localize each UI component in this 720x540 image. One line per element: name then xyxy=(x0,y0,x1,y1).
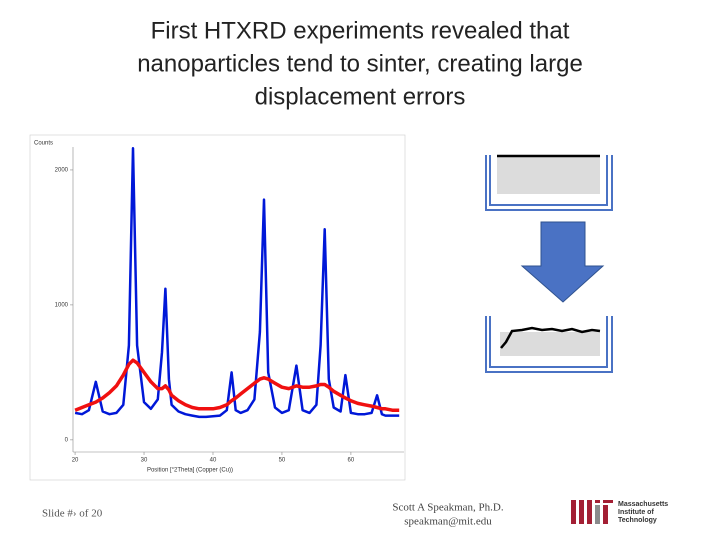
email: speakman@mit.edu xyxy=(404,516,492,528)
logo-text: Technology xyxy=(618,517,657,524)
slide-number: Slide #› of 20 xyxy=(42,508,103,520)
plot: 0 1000 2000 20 30 40 50 60 xyxy=(55,147,404,464)
powder xyxy=(500,332,600,356)
series-line xyxy=(74,147,400,419)
x-tick-label: 40 xyxy=(210,458,217,464)
surface xyxy=(500,326,601,349)
y-tick-label: 2000 xyxy=(55,168,69,174)
logo-text: Massachusetts xyxy=(618,501,668,508)
title-line: First HTXRD experiments revealed that xyxy=(151,17,570,44)
x-axis-label: Position [°2Theta] (Copper (Cu)) xyxy=(147,468,233,474)
x-tick-label: 60 xyxy=(348,458,355,464)
arrow xyxy=(520,221,605,303)
title-line: displacement errors xyxy=(255,83,466,110)
series-line xyxy=(74,358,400,412)
x-tick-label: 20 xyxy=(72,458,79,464)
author: Scott A Speakman, Ph.D. xyxy=(392,502,503,514)
logo-text: Institute of xyxy=(618,509,654,516)
x-tick-label: 50 xyxy=(279,458,286,464)
y-axis-label: Counts xyxy=(34,141,53,147)
title-line: nanoparticles tend to sinter, creating l… xyxy=(137,50,583,77)
container xyxy=(485,155,613,211)
chart-frame xyxy=(29,134,406,481)
powder xyxy=(497,156,600,194)
logo xyxy=(571,500,613,524)
y-tick-label: 0 xyxy=(65,437,69,443)
y-tick-label: 1000 xyxy=(55,302,69,308)
container xyxy=(485,316,613,373)
x-tick-label: 30 xyxy=(141,458,148,464)
